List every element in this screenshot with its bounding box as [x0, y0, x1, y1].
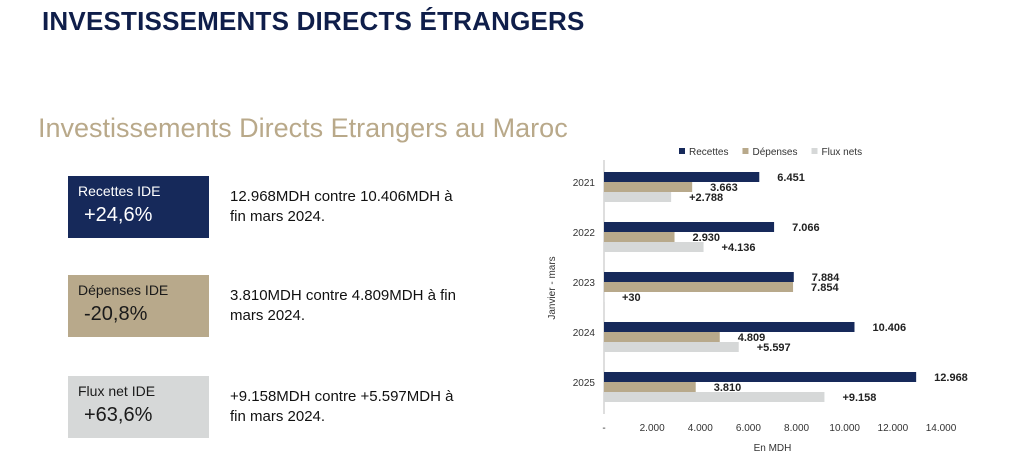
x-tick-label-7: 14.000 — [926, 423, 957, 434]
x-axis-title: En MDH — [754, 443, 792, 454]
x-tick-label-3: 6.000 — [736, 423, 761, 434]
value-label-2022-2: +4.136 — [722, 242, 756, 254]
bar-2023-1 — [604, 282, 794, 292]
page-title: INVESTISSEMENTS DIRECTS ÉTRANGERS — [42, 6, 585, 36]
x-tick-label-4: 8.000 — [784, 423, 809, 434]
value-label-2021-1: 3.663 — [710, 182, 738, 194]
value-label-2022-0: 7.066 — [792, 222, 820, 234]
bar-2024-2 — [604, 342, 739, 352]
value-label-2025-2: +9.158 — [842, 392, 876, 404]
bar-2021-2 — [604, 192, 672, 202]
kpi-value-depenses: -20,8% — [84, 303, 148, 325]
kpi-box-flux: Flux net IDE +63,6% — [68, 376, 209, 438]
bar-2021-0 — [604, 172, 760, 182]
x-tick-label-1: 2.000 — [640, 423, 665, 434]
kpi-value-flux: +63,6% — [84, 404, 153, 426]
kpi-desc-depenses: 3.810MDH contre 4.809MDH à fin mars 2024… — [230, 287, 456, 324]
bar-2025-0 — [604, 372, 917, 382]
x-tick-label-6: 12.000 — [878, 423, 909, 434]
category-label-2024: 2024 — [573, 328, 596, 339]
bar-2023-2 — [604, 292, 605, 302]
section-title: Investissements Directs Etrangers au Mar… — [38, 113, 568, 143]
x-tick-label-5: 10.000 — [829, 423, 860, 434]
bar-2022-1 — [604, 232, 675, 242]
value-label-2023-1: 7.854 — [811, 282, 839, 294]
bar-2024-0 — [604, 322, 855, 332]
x-tick-label-0: - — [602, 423, 605, 434]
legend-swatch-0 — [679, 148, 685, 154]
y-axis-title: Janvier - mars — [547, 256, 558, 319]
x-tick-label-2: 4.000 — [688, 423, 713, 434]
value-label-2023-0: 7.884 — [812, 272, 840, 284]
kpi-label-depenses: Dépenses IDE — [78, 282, 169, 298]
value-label-2021-0: 6.451 — [777, 172, 805, 184]
kpi-box-depenses: Dépenses IDE -20,8% — [68, 275, 209, 337]
bar-2022-2 — [604, 242, 704, 252]
category-label-2023: 2023 — [573, 278, 596, 289]
value-label-2024-0: 10.406 — [872, 322, 906, 334]
kpi-desc-flux: +9.158MDH contre +5.597MDH à fin mars 20… — [230, 388, 454, 425]
legend-label-0: Recettes — [689, 147, 728, 158]
legend-label-2: Flux nets — [822, 147, 863, 158]
legend-label-1: Dépenses — [752, 147, 797, 158]
kpi-box-recettes: Recettes IDE +24,6% — [68, 176, 209, 238]
bar-2022-0 — [604, 222, 775, 232]
bar-2025-2 — [604, 392, 825, 402]
kpi-value-recettes: +24,6% — [84, 204, 153, 226]
value-label-2022-1: 2.930 — [693, 232, 721, 244]
value-label-2021-2: +2.788 — [689, 192, 723, 204]
kpi-label-recettes: Recettes IDE — [78, 183, 161, 199]
value-label-2024-1: 4.809 — [738, 332, 766, 344]
category-label-2022: 2022 — [573, 228, 596, 239]
category-label-2025: 2025 — [573, 378, 596, 389]
bar-2021-1 — [604, 182, 693, 192]
value-label-2023-2: +30 — [622, 292, 641, 304]
value-label-2025-0: 12.968 — [934, 372, 968, 384]
kpi-desc-recettes: 12.968MDH contre 10.406MDH à fin mars 20… — [230, 188, 453, 225]
ide-bar-chart: Recettes Dépenses Flux nets 2021 6.451 3.663 +… — [540, 138, 1010, 460]
category-label-2021: 2021 — [573, 178, 596, 189]
bar-2025-1 — [604, 382, 696, 392]
legend-swatch-2 — [811, 148, 818, 154]
kpi-label-flux: Flux net IDE — [78, 383, 156, 399]
bar-2024-1 — [604, 332, 720, 342]
bar-2023-0 — [604, 272, 794, 282]
value-label-2025-1: 3.810 — [714, 382, 742, 394]
value-label-2024-2: +5.597 — [757, 342, 791, 354]
legend-swatch-1 — [742, 148, 749, 154]
